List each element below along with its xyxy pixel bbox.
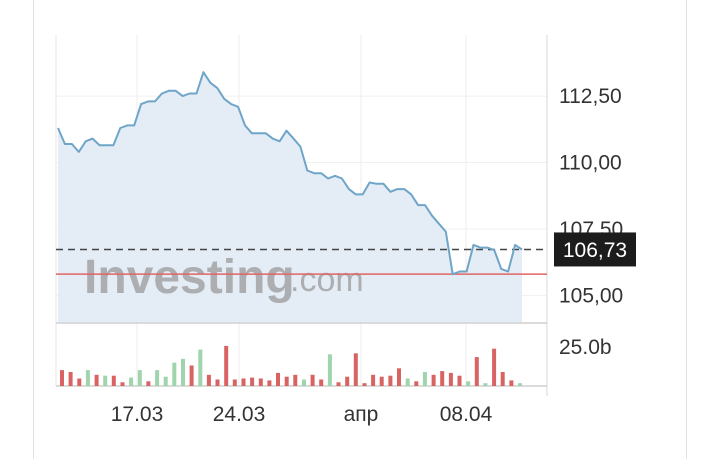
volume-bar-4 xyxy=(94,374,99,386)
volume-bar-49 xyxy=(483,383,488,386)
volume-bar-25 xyxy=(276,372,280,386)
reference-lines xyxy=(56,248,547,275)
price-badge-label: 106,73 xyxy=(563,239,627,262)
volume-bar-9 xyxy=(137,370,142,386)
volume-bar-39 xyxy=(397,368,401,386)
volume-bar-29 xyxy=(310,374,315,386)
volume-bar-6 xyxy=(111,375,116,386)
x-tick-label-3: 08.04 xyxy=(440,403,493,426)
volume-bar-31 xyxy=(327,354,332,386)
volume-bar-14 xyxy=(181,358,185,386)
volume-bar-48 xyxy=(474,357,479,386)
volume-bar-1 xyxy=(68,372,73,386)
volume-bar-34 xyxy=(353,353,358,386)
volume-bar-53 xyxy=(518,383,522,386)
volume-bar-13 xyxy=(172,362,177,386)
investing-watermark: Investing .com xyxy=(84,251,364,304)
volume-bar-8 xyxy=(129,377,134,386)
volume-bar-38 xyxy=(388,375,393,386)
volume-bar-51 xyxy=(500,372,505,386)
volume-bar-33 xyxy=(345,376,350,386)
volume-bar-40 xyxy=(405,378,410,386)
volume-bar-18 xyxy=(215,379,220,386)
volume-bar-27 xyxy=(293,374,298,386)
volume-bar-22 xyxy=(250,377,255,386)
price-series-line xyxy=(57,71,523,276)
volume-bar-7 xyxy=(120,382,125,386)
volume-bar-37 xyxy=(379,376,384,386)
volume-bar-10 xyxy=(146,381,151,386)
volume-bar-17 xyxy=(206,374,211,386)
current-price-badge: 106,73 xyxy=(554,232,636,267)
y-tick-label-3: 105,00 xyxy=(559,284,623,307)
volume-bar-21 xyxy=(241,378,246,386)
volume-bar-12 xyxy=(163,376,168,386)
x-tick-label-2: апр xyxy=(344,403,379,426)
volume-bars xyxy=(60,345,522,386)
volume-bar-32 xyxy=(336,382,341,386)
volume-bar-50 xyxy=(492,348,497,386)
volume-bar-43 xyxy=(431,374,436,386)
x-tick-label-1: 24.03 xyxy=(213,403,266,426)
volume-bar-0 xyxy=(60,370,64,386)
volume-bar-16 xyxy=(198,349,203,386)
x-tick-label-0: 17.03 xyxy=(111,403,164,426)
panel-border-left xyxy=(33,0,34,459)
volume-bar-28 xyxy=(302,379,306,386)
volume-bar-24 xyxy=(267,380,272,386)
volume-bar-52 xyxy=(509,380,514,386)
panel-border-right xyxy=(686,0,687,459)
volume-bar-45 xyxy=(448,372,453,386)
volume-bar-44 xyxy=(440,371,445,386)
volume-bar-41 xyxy=(414,381,419,386)
volume-bar-15 xyxy=(189,365,194,386)
volume-bar-5 xyxy=(103,375,108,386)
volume-bar-30 xyxy=(319,379,324,386)
y-tick-label-1: 110,00 xyxy=(559,152,622,175)
y-tick-label-0: 112,50 xyxy=(559,85,622,108)
volume-bar-36 xyxy=(371,374,376,386)
price-badge-bg xyxy=(554,232,636,267)
volume-bar-20 xyxy=(232,379,237,386)
volume-bar-46 xyxy=(457,375,462,386)
volume-bar-42 xyxy=(422,372,427,386)
volume-bar-47 xyxy=(466,381,471,386)
volume-bar-3 xyxy=(85,370,90,386)
volume-bar-23 xyxy=(258,378,263,386)
volume-bar-2 xyxy=(77,378,82,386)
watermark-suffix: .com xyxy=(290,261,364,299)
volume-bar-19 xyxy=(224,345,229,386)
price-line xyxy=(57,71,523,276)
volume-bar-11 xyxy=(155,370,160,386)
price-area-fill xyxy=(58,72,522,322)
volume-bar-35 xyxy=(362,383,367,386)
volume-bar-26 xyxy=(284,376,289,386)
watermark-brand: Investing xyxy=(84,251,295,304)
price-area xyxy=(58,72,522,322)
volume-tick-label-0: 25.0b xyxy=(559,336,612,359)
